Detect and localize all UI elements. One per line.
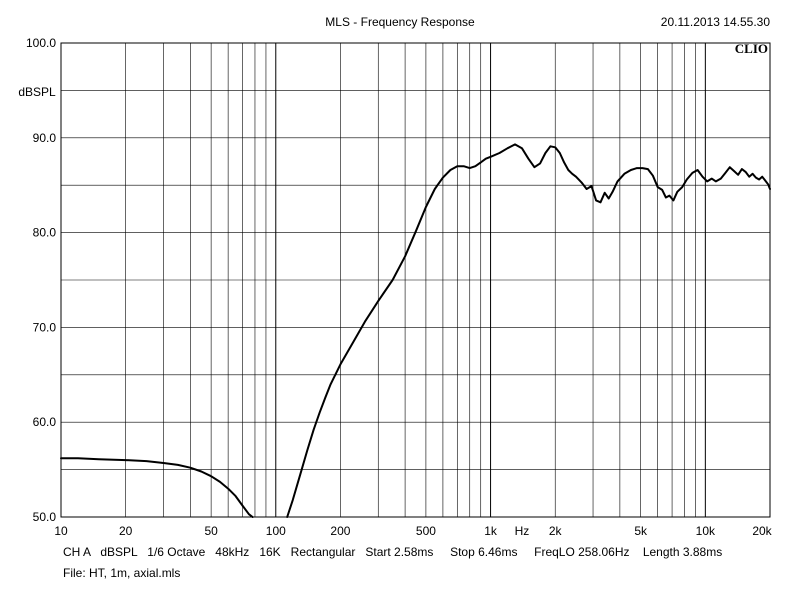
y-tick-label: 60.0 <box>33 415 57 429</box>
x-tick-label: 10 <box>54 524 68 538</box>
x-tick-label: 2k <box>549 524 563 538</box>
x-tick-label: 100 <box>266 524 286 538</box>
y-tick-label: 100.0 <box>26 36 56 50</box>
y-axis-label: dBSPL <box>18 85 56 99</box>
response-curve-segment <box>60 457 254 518</box>
y-tick-label: 50.0 <box>33 510 57 524</box>
x-tick-label: 200 <box>330 524 350 538</box>
x-tick-label: 500 <box>416 524 436 538</box>
timestamp: 20.11.2013 14.55.30 <box>661 15 771 29</box>
y-tick-labels: 100.0 90.0 80.0 70.0 60.0 50.0 <box>26 36 56 524</box>
x-tick-label: 20k <box>752 524 772 538</box>
y-tick-label: 70.0 <box>33 320 57 334</box>
x-tick-label: 10k <box>696 524 716 538</box>
x-tick-label: 1k <box>484 524 498 538</box>
x-axis-unit-label: Hz <box>515 524 530 538</box>
measurement-settings: CH A dBSPL 1/6 Octave 48kHz 16K Rectangu… <box>63 545 722 559</box>
plot-frame <box>60 42 771 518</box>
grid <box>61 43 770 517</box>
x-tick-label: 5k <box>634 524 648 538</box>
chart-title: MLS - Frequency Response <box>325 15 475 29</box>
y-tick-label: 80.0 <box>33 226 57 240</box>
response-curve <box>60 143 771 518</box>
x-tick-label: 20 <box>119 524 133 538</box>
x-tick-label: 50 <box>204 524 218 538</box>
clio-logo: CLIO <box>735 41 768 56</box>
y-tick-label: 90.0 <box>33 131 57 145</box>
response-curve-segment <box>286 143 771 518</box>
file-name: File: HT, 1m, axial.mls <box>63 566 180 580</box>
x-tick-labels: 10 20 50 100 200 500 1k 2k 5k 10k 20k Hz <box>54 524 772 538</box>
